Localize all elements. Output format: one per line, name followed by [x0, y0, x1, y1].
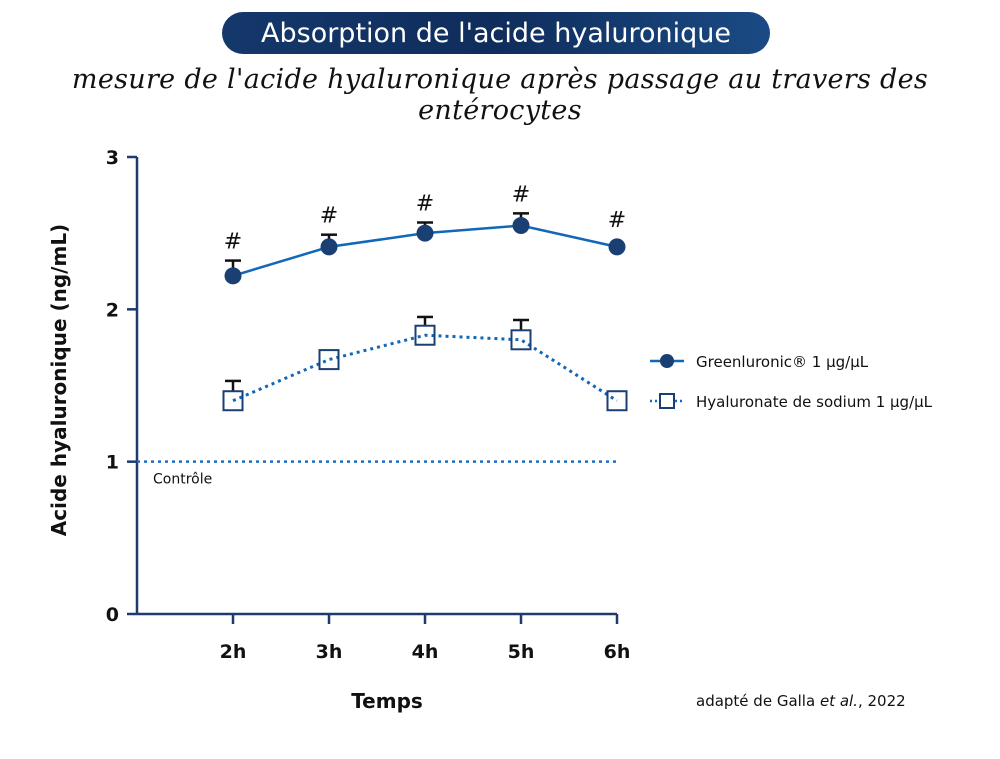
y-tick-label: 1 — [106, 452, 119, 474]
data-point-circle — [416, 224, 434, 242]
significance-mark: # — [512, 182, 530, 207]
chart-title: Absorption de l'acide hyaluronique — [222, 12, 770, 54]
chart-subtitle: mesure de l'acide hyaluronique après pas… — [71, 64, 929, 126]
source-citation: adapté de Galla et al., 2022 — [696, 692, 906, 710]
data-point-square — [510, 329, 532, 351]
data-point-circle — [608, 238, 626, 256]
data-point-square — [222, 390, 244, 412]
data-point-circle — [224, 267, 242, 285]
significance-mark: # — [320, 204, 338, 229]
significance-mark: # — [608, 208, 626, 233]
legend-marker-square — [659, 393, 675, 409]
x-tick-label: 4h — [412, 641, 439, 663]
y-axis-label: Acide hyaluronique (ng/mL) — [47, 224, 71, 536]
data-point-square — [606, 390, 628, 412]
x-tick-label: 5h — [508, 641, 535, 663]
x-tick-label: 3h — [316, 641, 343, 663]
y-tick-label: 0 — [106, 604, 119, 626]
y-tick-label: 2 — [106, 299, 119, 321]
x-tick-label: 6h — [604, 641, 631, 663]
data-point-circle — [512, 217, 530, 235]
source-suffix: , 2022 — [857, 692, 906, 710]
legend-label-0: Greenluronic® 1 µg/µL — [696, 353, 869, 371]
legend-marker-circle — [660, 354, 674, 368]
source-prefix: adapté de Galla — [696, 692, 820, 710]
x-axis-label: Temps — [351, 689, 423, 713]
legend-label-1: Hyaluronate de sodium 1 µg/µL — [696, 393, 933, 411]
data-point-circle — [320, 238, 338, 256]
source-italic: et al. — [819, 692, 858, 710]
data-point-square — [318, 349, 340, 371]
x-tick-label: 2h — [220, 641, 247, 663]
y-tick-label: 3 — [106, 147, 119, 169]
significance-mark: # — [416, 192, 434, 217]
control-label: Contrôle — [153, 472, 212, 488]
series-line-1 — [232, 333, 618, 403]
data-point-square — [414, 324, 436, 346]
significance-mark: # — [224, 230, 242, 255]
